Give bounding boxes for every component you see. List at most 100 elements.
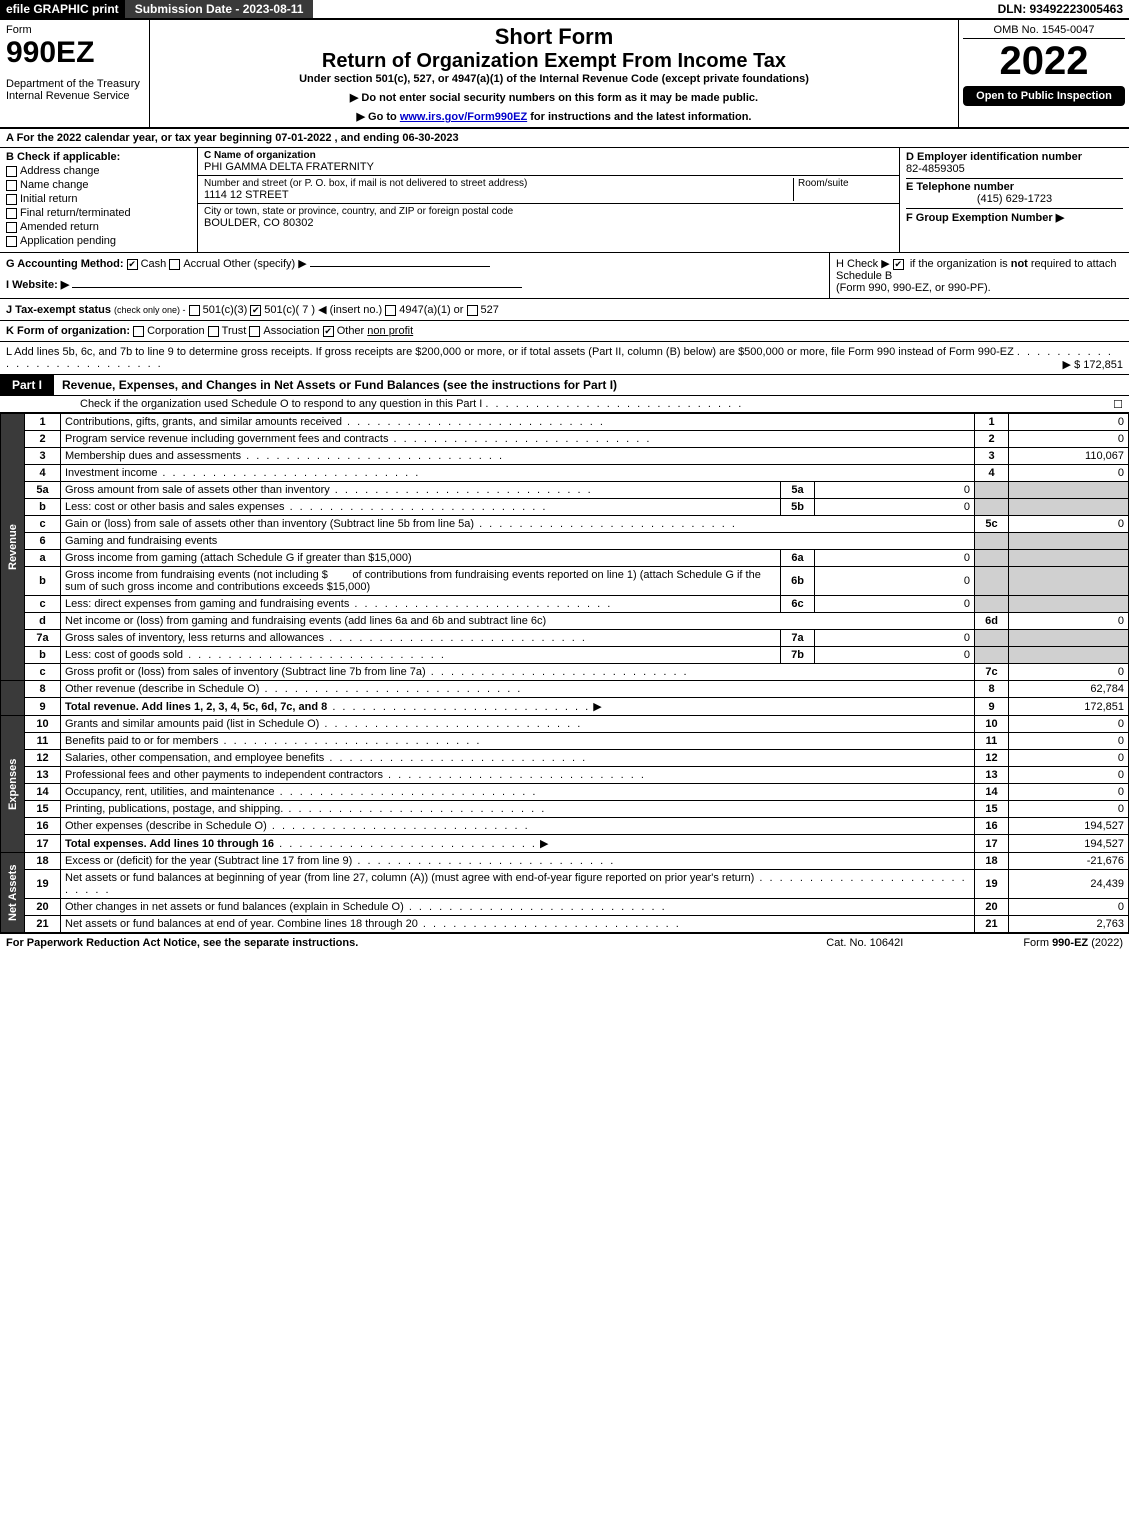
num-16: 16 xyxy=(975,818,1009,835)
part1-sub-text: Check if the organization used Schedule … xyxy=(80,398,482,410)
desc-6a: Gross income from gaming (attach Schedul… xyxy=(65,552,412,564)
num-17: 17 xyxy=(975,835,1009,853)
desc-16: Other expenses (describe in Schedule O) xyxy=(65,820,267,832)
omb-number: OMB No. 1545-0047 xyxy=(963,24,1125,39)
chk-association[interactable] xyxy=(249,326,260,337)
accounting-other-input[interactable] xyxy=(310,266,490,267)
website-input[interactable] xyxy=(72,287,522,288)
shade xyxy=(975,567,1009,596)
ln-19: 19 xyxy=(25,870,61,899)
revenue-tab: Revenue xyxy=(1,414,25,681)
chk-501c[interactable] xyxy=(250,305,261,316)
num-12: 12 xyxy=(975,750,1009,767)
num-10: 10 xyxy=(975,716,1009,733)
phone-value: (415) 629-1723 xyxy=(906,193,1123,205)
footer-right-post: (2022) xyxy=(1088,937,1123,949)
chk-cash[interactable] xyxy=(127,259,138,270)
desc-9: Total revenue. Add lines 1, 2, 3, 4, 5c,… xyxy=(65,701,327,713)
chk-cash-label: Cash xyxy=(141,258,167,270)
chk-other-org[interactable] xyxy=(323,326,334,337)
form-of-org-label: K Form of organization: xyxy=(6,325,130,337)
desc-15: Printing, publications, postage, and shi… xyxy=(65,803,283,815)
chk-amended-return[interactable]: Amended return xyxy=(6,221,191,233)
desc-5b: Less: cost or other basis and sales expe… xyxy=(65,501,285,513)
shade xyxy=(1009,499,1129,516)
line-9: 9 Total revenue. Add lines 1, 2, 3, 4, 5… xyxy=(1,698,1129,716)
shade xyxy=(1009,533,1129,550)
line-6b: b Gross income from fundraising events (… xyxy=(1,567,1129,596)
desc-19: Net assets or fund balances at beginning… xyxy=(65,872,754,884)
chk-accrual[interactable] xyxy=(169,259,180,270)
subval-5b: 0 xyxy=(815,499,975,516)
line-7b: b Less: cost of goods sold 7b 0 xyxy=(1,647,1129,664)
shade xyxy=(1009,567,1129,596)
footer-right-bold: 990-EZ xyxy=(1052,937,1088,949)
ln-7c: c xyxy=(25,664,61,681)
line-7a: 7a Gross sales of inventory, less return… xyxy=(1,630,1129,647)
opt-other-org: Other xyxy=(337,325,365,337)
line-20: 20 Other changes in net assets or fund b… xyxy=(1,899,1129,916)
city: BOULDER, CO 80302 xyxy=(204,217,893,229)
shade xyxy=(1009,630,1129,647)
section-g-h: G Accounting Method: Cash Accrual Other … xyxy=(0,253,1129,299)
val-15: 0 xyxy=(1009,801,1129,818)
val-19: 24,439 xyxy=(1009,870,1129,899)
accounting-other-label: Other (specify) ▶ xyxy=(223,258,307,270)
subval-7a: 0 xyxy=(815,630,975,647)
footer-mid: Cat. No. 10642I xyxy=(826,937,903,949)
ln-7a: 7a xyxy=(25,630,61,647)
irs-link[interactable]: www.irs.gov/Form990EZ xyxy=(400,111,527,123)
section-h-text2: if the organization is xyxy=(910,258,1011,270)
group-exemption-label: F Group Exemption Number ▶ xyxy=(906,212,1064,224)
chk-initial-return[interactable]: Initial return xyxy=(6,193,191,205)
arrow-17: ▶ xyxy=(540,838,548,850)
opt-501c3: 501(c)(3) xyxy=(203,304,248,316)
section-h-text4: (Form 990, 990-EZ, or 990-PF). xyxy=(836,282,991,294)
line-6c: c Less: direct expenses from gaming and … xyxy=(1,596,1129,613)
chk-name-change[interactable]: Name change xyxy=(6,179,191,191)
chk-address-change-label: Address change xyxy=(20,165,100,177)
val-20: 0 xyxy=(1009,899,1129,916)
subln-7b: 7b xyxy=(781,647,815,664)
phone-label: E Telephone number xyxy=(906,181,1014,193)
ln-1: 1 xyxy=(25,414,61,431)
part1-sub-checkbox[interactable]: ☐ xyxy=(1113,398,1123,411)
desc-6c: Less: direct expenses from gaming and fu… xyxy=(65,598,349,610)
chk-4947[interactable] xyxy=(385,305,396,316)
chk-trust[interactable] xyxy=(208,326,219,337)
chk-application-pending[interactable]: Application pending xyxy=(6,235,191,247)
line-12: 12 Salaries, other compensation, and emp… xyxy=(1,750,1129,767)
section-g: G Accounting Method: Cash Accrual Other … xyxy=(0,253,829,298)
chk-schedule-b[interactable] xyxy=(893,259,904,270)
num-4: 4 xyxy=(975,465,1009,482)
chk-accrual-label: Accrual xyxy=(183,258,220,270)
street-label: Number and street (or P. O. box, if mail… xyxy=(204,178,793,189)
street-row: Number and street (or P. O. box, if mail… xyxy=(198,176,899,204)
ln-7b: b xyxy=(25,647,61,664)
chk-corporation[interactable] xyxy=(133,326,144,337)
chk-527[interactable] xyxy=(467,305,478,316)
ln-6c: c xyxy=(25,596,61,613)
accounting-method-label: G Accounting Method: xyxy=(6,258,124,270)
subtitle: Under section 501(c), 527, or 4947(a)(1)… xyxy=(156,73,952,85)
ln-4: 4 xyxy=(25,465,61,482)
subln-5b: 5b xyxy=(781,499,815,516)
shade xyxy=(975,499,1009,516)
subval-6c: 0 xyxy=(815,596,975,613)
chk-address-change[interactable]: Address change xyxy=(6,165,191,177)
desc-8: Other revenue (describe in Schedule O) xyxy=(65,683,259,695)
chk-final-return[interactable]: Final return/terminated xyxy=(6,207,191,219)
section-l: L Add lines 5b, 6c, and 7b to line 9 to … xyxy=(0,342,1129,375)
ln-15: 15 xyxy=(25,801,61,818)
section-k: K Form of organization: Corporation Trus… xyxy=(0,321,1129,342)
ln-6a: a xyxy=(25,550,61,567)
footer-right: Form 990-EZ (2022) xyxy=(1023,937,1123,949)
chk-name-change-label: Name change xyxy=(20,179,89,191)
desc-11: Benefits paid to or for members xyxy=(65,735,218,747)
tax-exempt-label: J Tax-exempt status xyxy=(6,304,111,316)
chk-application-pending-label: Application pending xyxy=(20,235,116,247)
num-18: 18 xyxy=(975,853,1009,870)
desc-13: Professional fees and other payments to … xyxy=(65,769,383,781)
footer-left: For Paperwork Reduction Act Notice, see … xyxy=(6,937,358,949)
chk-501c3[interactable] xyxy=(189,305,200,316)
